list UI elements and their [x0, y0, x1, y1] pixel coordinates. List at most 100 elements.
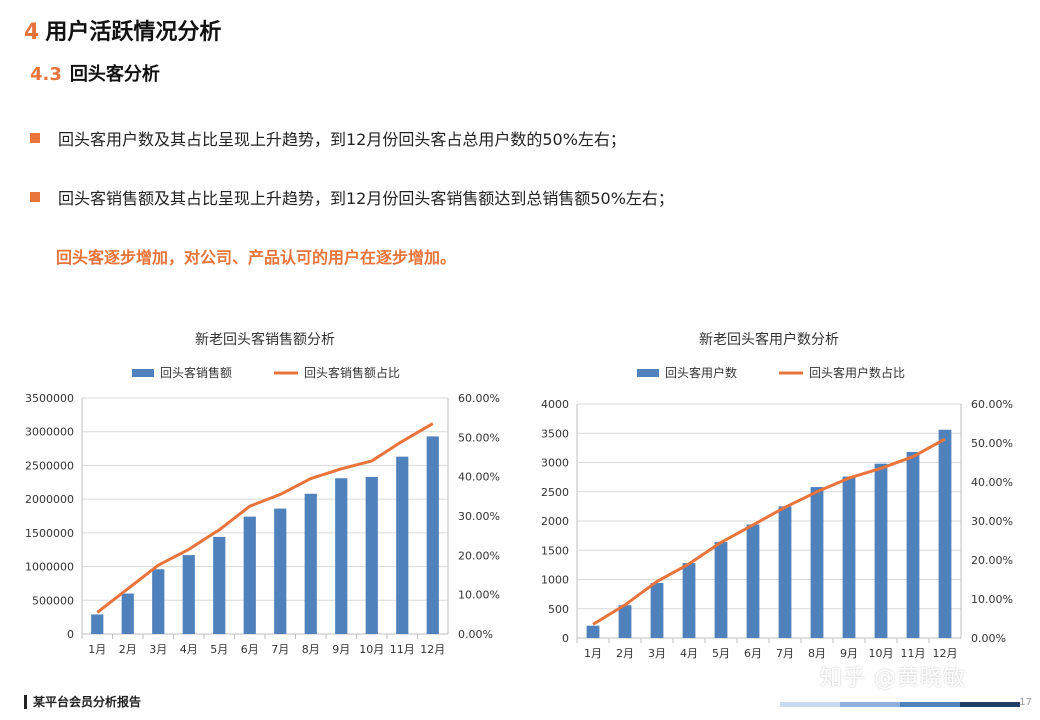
x-tick-label: 6月: [744, 647, 762, 660]
bar: [938, 429, 952, 638]
y-tick-label-right: 20.00%: [971, 554, 1013, 567]
y-tick-label-right: 30.00%: [971, 515, 1013, 528]
y-tick-label-left: 0: [67, 628, 74, 641]
bar: [243, 516, 256, 634]
x-tick-label: 9月: [840, 647, 858, 660]
x-tick-label: 11月: [901, 647, 926, 660]
bar: [91, 614, 104, 634]
bottom-decoration-bar: [780, 702, 1020, 707]
x-tick-label: 5月: [210, 643, 228, 656]
bar: [121, 593, 134, 634]
bar: [874, 463, 888, 638]
x-tick-label: 2月: [119, 643, 137, 656]
bullet-2-text: 回头客销售额及其占比呈现上升趋势，到12月份回头客销售额达到总销售额50%左右；: [58, 189, 674, 208]
bar: [650, 583, 664, 638]
legend-bar-swatch: [637, 369, 659, 377]
y-tick-label-right: 40.00%: [971, 476, 1013, 489]
y-tick-label-right: 50.00%: [971, 437, 1013, 450]
bar: [906, 451, 920, 638]
bar: [842, 476, 856, 638]
legend-label: 回头客用户数占比: [809, 365, 905, 380]
bullet-square-icon: [30, 192, 40, 202]
x-tick-label: 6月: [241, 643, 259, 656]
y-tick-label-left: 2500000: [25, 459, 74, 472]
y-tick-label-left: 3500: [541, 427, 569, 440]
chart-users: 新老回头客用户数分析回头客用户数 回头客用户数占比 0 500 1000 1500 2000…: [525, 320, 1025, 669]
legend-bar-swatch: [132, 369, 154, 377]
y-tick-label-left: 3500000: [25, 392, 74, 405]
highlight-conclusion: 回头客逐步增加，对公司、产品认可的用户在逐步增加。: [56, 248, 457, 267]
legend-label: 回头客销售额占比: [304, 365, 400, 380]
y-tick-label-left: 4000: [541, 398, 569, 411]
x-tick-label: 2月: [616, 647, 634, 660]
x-tick-label: 7月: [776, 647, 794, 660]
legend-label: 回头客用户数: [665, 365, 737, 380]
x-tick-label: 1月: [584, 647, 602, 660]
bar: [182, 555, 195, 634]
watermark-text: 知乎 @黄晓敏: [820, 666, 966, 691]
bar: [213, 536, 226, 634]
y-tick-label-left: 2000000: [25, 493, 74, 506]
y-tick-label-left: 1500000: [25, 527, 74, 540]
x-tick-label: 12月: [933, 647, 958, 660]
y-tick-label-right: 10.00%: [971, 593, 1013, 606]
x-tick-label: 3月: [149, 643, 167, 656]
bar: [586, 625, 600, 638]
y-tick-label-left: 1500: [541, 544, 569, 557]
bar: [810, 487, 824, 638]
bar: [682, 563, 696, 638]
y-tick-label-left: 500000: [32, 594, 74, 607]
y-tick-label-left: 1000: [541, 574, 569, 587]
x-tick-label: 3月: [648, 647, 666, 660]
subsection-title-text: 回头客分析: [69, 64, 160, 85]
y-tick-label-right: 20.00%: [458, 549, 500, 562]
bar: [426, 436, 439, 634]
bullet-1: 回头客用户数及其占比呈现上升趋势，到12月份回头客占总用户数的50%左右；: [30, 126, 626, 150]
x-tick-label: 1月: [88, 643, 106, 656]
bar: [618, 605, 632, 638]
x-tick-label: 10月: [359, 643, 384, 656]
section-title-text: 用户活跃情况分析: [45, 20, 222, 45]
footer-report-name: 某平台会员分析报告: [24, 695, 141, 709]
x-tick-label: 8月: [302, 643, 320, 656]
bar: [335, 478, 348, 634]
x-tick-label: 4月: [680, 647, 698, 660]
line-series: [96, 422, 434, 614]
x-tick-label: 7月: [271, 643, 289, 656]
bar: [304, 493, 317, 634]
x-tick-label: 8月: [808, 647, 826, 660]
section-title: 4 用户活跃情况分析: [24, 14, 221, 46]
chart-title: 新老回头客销售额分析: [195, 331, 335, 348]
y-tick-label-right: 40.00%: [458, 471, 500, 484]
y-tick-label-right: 0.00%: [458, 628, 493, 641]
bar: [274, 508, 287, 634]
bullet-square-icon: [30, 133, 40, 143]
chart-sales: 新老回头客销售额分析回头客销售额 回头客销售额占比 0 500000 1000000 15…: [20, 320, 520, 669]
y-tick-label-right: 0.00%: [971, 632, 1006, 645]
y-tick-label-right: 10.00%: [458, 589, 500, 602]
y-tick-label-left: 2500: [541, 486, 569, 499]
x-tick-label: 4月: [180, 643, 198, 656]
bullet-2: 回头客销售额及其占比呈现上升趋势，到12月份回头客销售额达到总销售额50%左右；: [30, 185, 674, 209]
y-tick-label-left: 3000000: [25, 426, 74, 439]
y-tick-label-right: 50.00%: [458, 431, 500, 444]
subsection-number: 4.3: [30, 64, 62, 85]
y-tick-label-right: 60.00%: [971, 398, 1013, 411]
bar: [365, 476, 378, 634]
page-number: 17: [1019, 697, 1032, 708]
legend-label: 回头客销售额: [160, 365, 232, 380]
bullet-1-text: 回头客用户数及其占比呈现上升趋势，到12月份回头客占总用户数的50%左右；: [58, 130, 626, 149]
x-tick-label: 10月: [869, 647, 894, 660]
y-tick-label-left: 2000: [541, 515, 569, 528]
y-tick-label-left: 1000000: [25, 561, 74, 574]
y-tick-label-right: 60.00%: [458, 392, 500, 405]
x-tick-label: 5月: [712, 647, 730, 660]
line-series: [592, 437, 946, 626]
y-tick-label-left: 3000: [541, 457, 569, 470]
y-tick-label-left: 0: [562, 632, 569, 645]
chart-title: 新老回头客用户数分析: [699, 331, 839, 348]
x-tick-label: 11月: [390, 643, 415, 656]
y-tick-label-left: 500: [548, 603, 569, 616]
